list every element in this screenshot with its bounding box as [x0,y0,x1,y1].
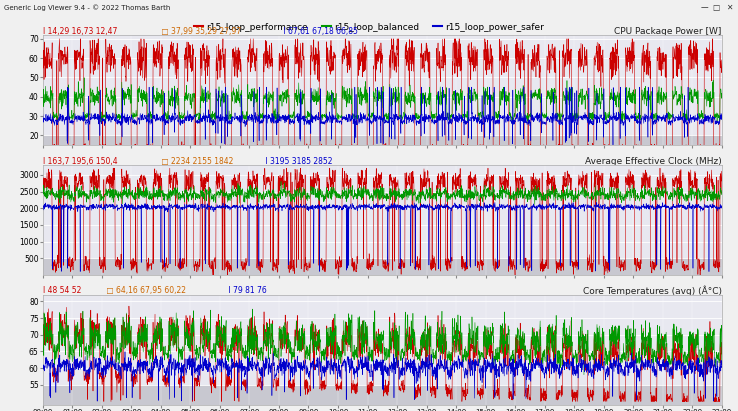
Text: CPU Package Power [W]: CPU Package Power [W] [615,27,722,36]
Bar [43,258,722,275]
Legend: r15_loop_performance, r15_loop_balanced, r15_loop_power_safer: r15_loop_performance, r15_loop_balanced,… [190,19,548,35]
Text: □: □ [712,3,720,12]
Text: I 48 54 52: I 48 54 52 [43,286,81,296]
Text: I 79 81 76: I 79 81 76 [226,286,267,296]
Text: □ 37,99 35,29 27,97: □ 37,99 35,29 27,97 [159,27,241,36]
Text: I 67,61 67,18 66,85: I 67,61 67,18 66,85 [281,27,358,36]
Bar [43,35,722,135]
Text: □ 2234 2155 1842: □ 2234 2155 1842 [159,157,233,166]
Text: ✕: ✕ [726,3,732,12]
Bar [43,165,722,258]
Text: I 3195 3185 2852: I 3195 3185 2852 [263,157,332,166]
Text: —: — [701,3,708,12]
Text: Average Effective Clock (MHz): Average Effective Clock (MHz) [585,157,722,166]
Bar [43,135,722,145]
Bar [43,295,722,385]
Text: Generic Log Viewer 9.4 - © 2022 Thomas Barth: Generic Log Viewer 9.4 - © 2022 Thomas B… [4,5,170,11]
Text: Core Temperatures (avg) (Â°C): Core Temperatures (avg) (Â°C) [583,286,722,296]
Text: I 163,7 195,6 150,4: I 163,7 195,6 150,4 [43,157,117,166]
Text: I 14,29 16,73 12,47: I 14,29 16,73 12,47 [43,27,117,36]
Bar [43,385,722,405]
Text: □ 64,16 67,95 60,22: □ 64,16 67,95 60,22 [104,286,186,296]
